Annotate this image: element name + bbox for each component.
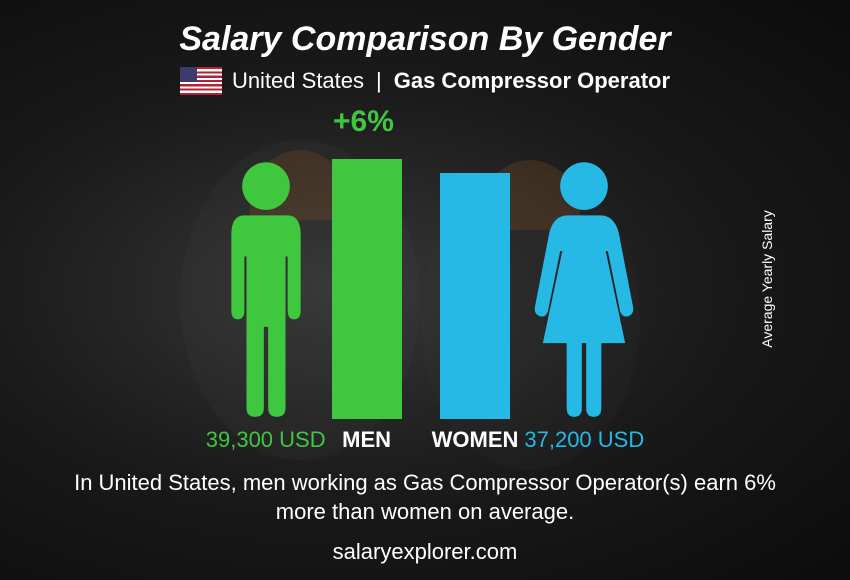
women-bar-label: WOMEN (432, 427, 519, 453)
country-label: United States (232, 68, 364, 94)
footer-source: salaryexplorer.com (40, 539, 810, 565)
men-bar (332, 159, 402, 419)
page-title: Salary Comparison By Gender (40, 20, 810, 59)
job-label: Gas Compressor Operator (394, 68, 670, 94)
description-text: In United States, men working as Gas Com… (55, 468, 795, 527)
chart-area: Average Yearly Salary +6% 39,300 USD MEN (40, 105, 810, 453)
woman-icon (529, 159, 639, 419)
separator: | (376, 68, 382, 94)
flag-icon (180, 67, 222, 95)
man-icon (211, 159, 321, 419)
men-group: 39,300 USD MEN (206, 159, 402, 453)
men-bar-label: MEN (342, 427, 391, 453)
subtitle-row: United States | Gas Compressor Operator (40, 67, 810, 95)
bar-group: 39,300 USD MEN 37,200 USD WOMEN (206, 159, 644, 453)
women-bar (440, 173, 510, 419)
y-axis-label: Average Yearly Salary (758, 210, 774, 348)
women-group: 37,200 USD WOMEN (432, 159, 645, 453)
percent-diff-label: +6% (333, 105, 394, 139)
men-salary: 39,300 USD (206, 427, 326, 453)
women-salary: 37,200 USD (524, 427, 644, 453)
